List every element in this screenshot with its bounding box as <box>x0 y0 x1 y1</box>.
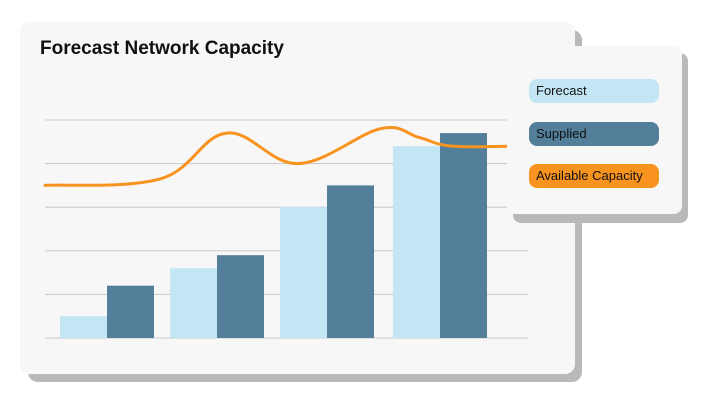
bar-forecast <box>60 316 107 338</box>
bar-supplied <box>217 255 264 338</box>
chart-title: Forecast Network Capacity <box>40 38 284 59</box>
legend-item-available-capacity: Available Capacity <box>529 164 659 188</box>
bar-forecast <box>280 207 327 338</box>
bar-supplied <box>327 185 374 338</box>
bar-supplied <box>440 133 487 338</box>
legend-item-forecast: Forecast <box>529 79 659 103</box>
bar-supplied <box>107 285 154 338</box>
bar-forecast <box>393 146 440 338</box>
legend: Forecast Supplied Available Capacity <box>507 46 682 214</box>
legend-item-supplied: Supplied <box>529 122 659 146</box>
line-available-capacity <box>43 126 520 187</box>
bar-forecast <box>170 268 217 338</box>
